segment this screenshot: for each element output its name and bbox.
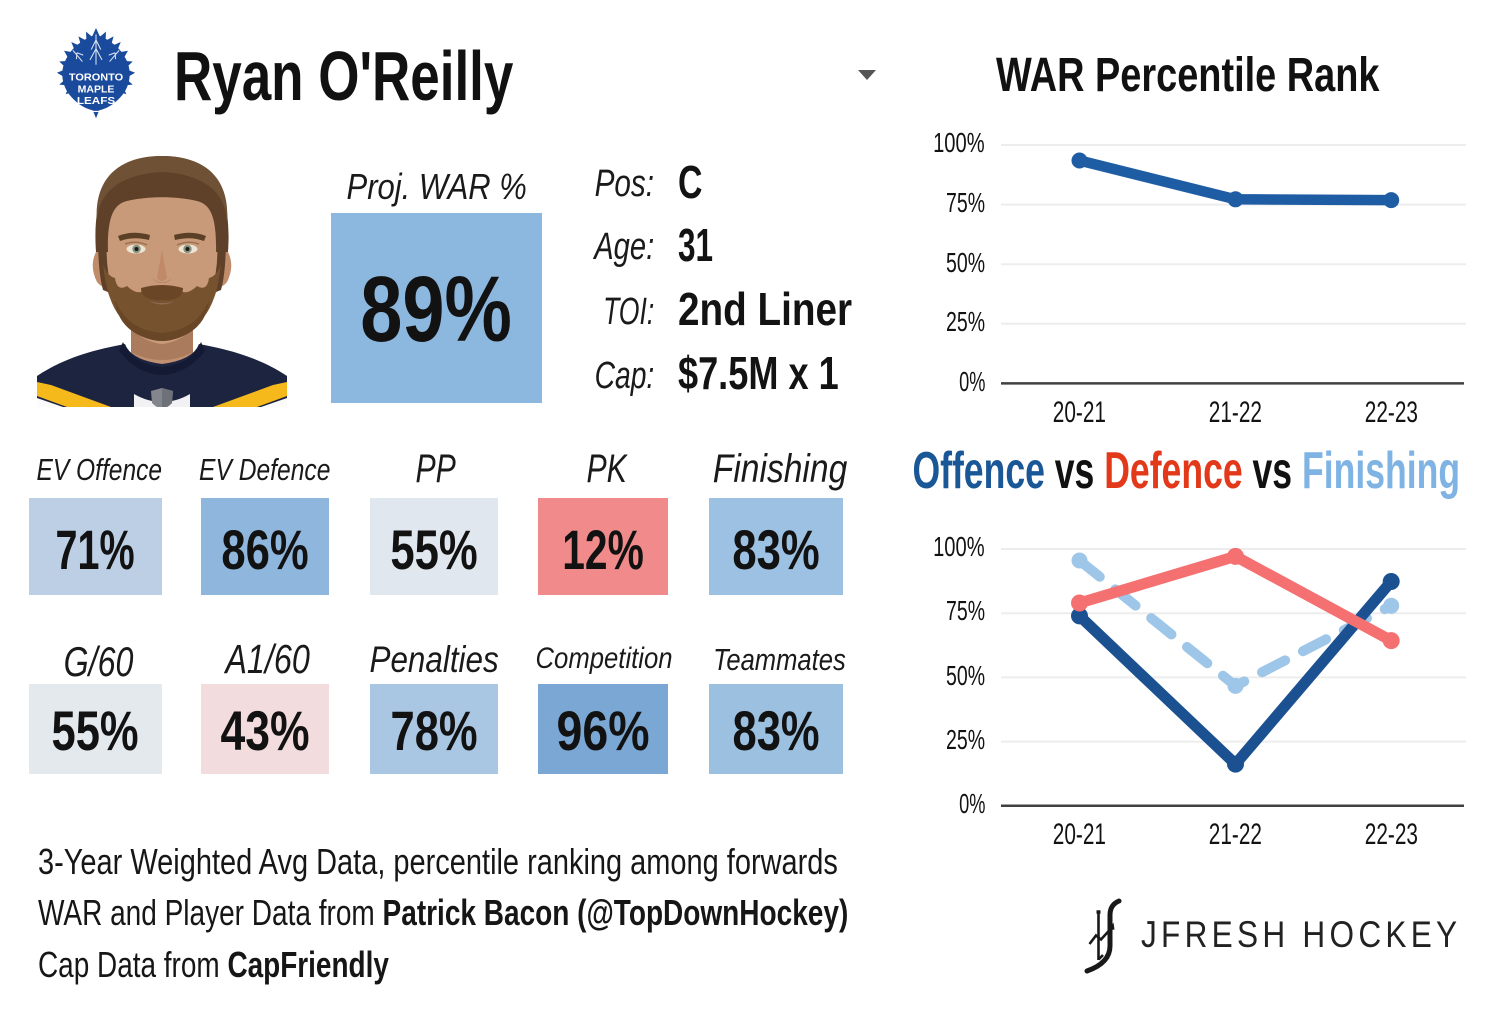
svg-text:TORONTO: TORONTO — [69, 73, 123, 84]
svg-text:LEAFS: LEAFS — [77, 96, 115, 107]
svg-text:MAPLE: MAPLE — [78, 85, 115, 96]
